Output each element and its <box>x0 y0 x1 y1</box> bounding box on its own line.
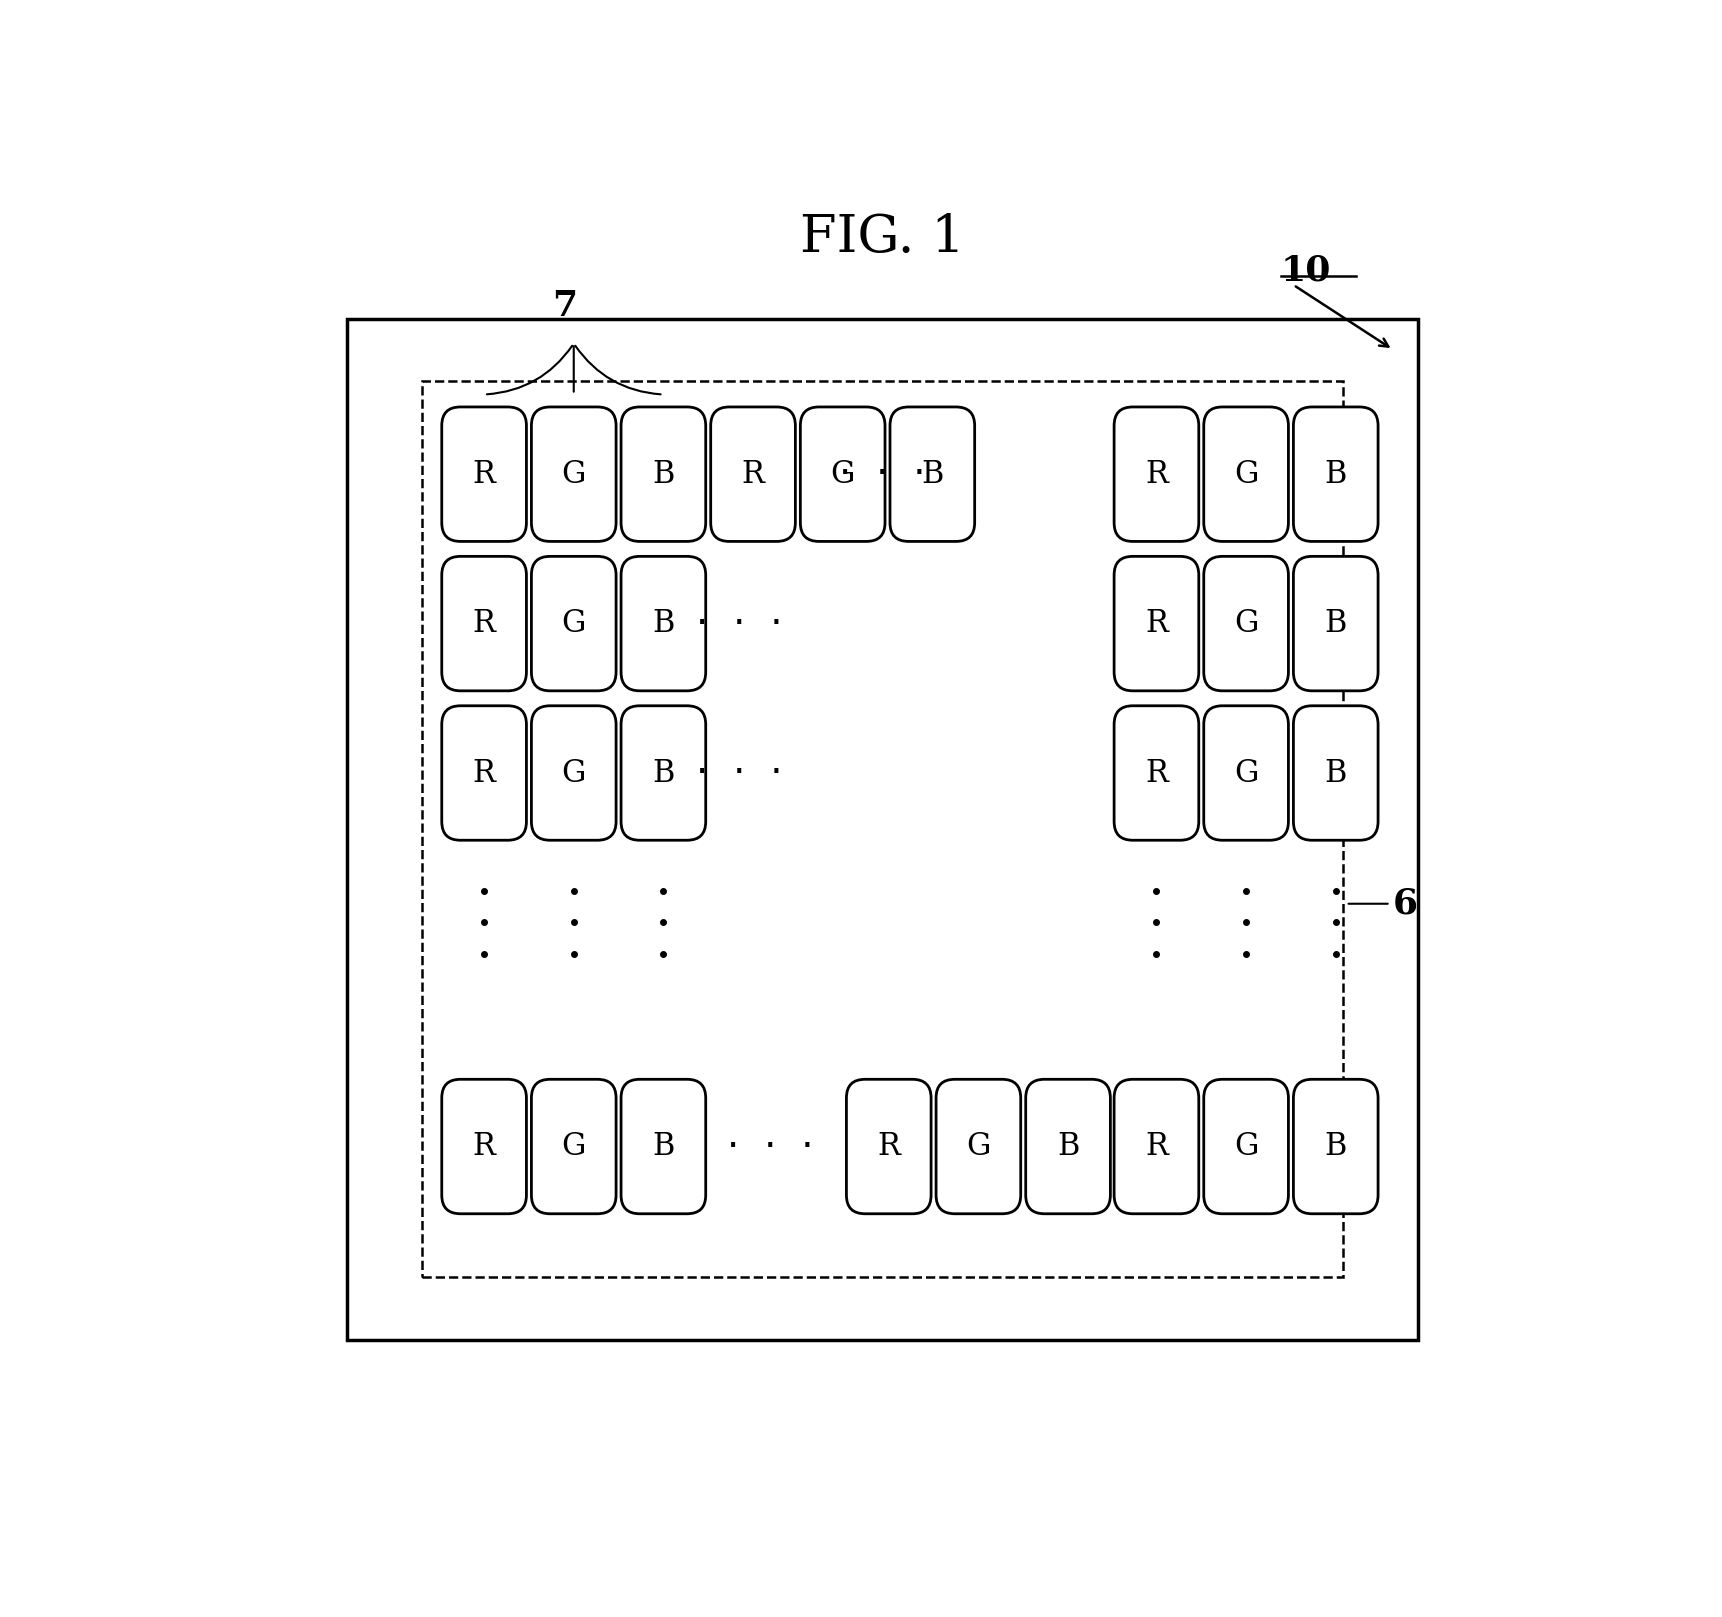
Text: G: G <box>966 1130 990 1163</box>
Text: R: R <box>472 608 496 639</box>
FancyBboxPatch shape <box>622 1079 706 1214</box>
Text: R: R <box>1145 459 1168 490</box>
FancyBboxPatch shape <box>801 407 885 542</box>
FancyBboxPatch shape <box>532 1079 616 1214</box>
FancyBboxPatch shape <box>1293 705 1378 841</box>
FancyBboxPatch shape <box>847 1079 932 1214</box>
Text: B: B <box>653 757 675 789</box>
FancyBboxPatch shape <box>1114 1079 1199 1214</box>
Text: G: G <box>1235 757 1259 789</box>
Text: R: R <box>472 1130 496 1163</box>
Text: R: R <box>472 459 496 490</box>
Text: B: B <box>1324 757 1347 789</box>
FancyBboxPatch shape <box>1114 556 1199 690</box>
FancyBboxPatch shape <box>532 556 616 690</box>
FancyBboxPatch shape <box>1293 407 1378 542</box>
Text: G: G <box>561 459 585 490</box>
FancyBboxPatch shape <box>622 407 706 542</box>
Text: G: G <box>561 1130 585 1163</box>
Text: 10: 10 <box>1281 254 1331 288</box>
Text: R: R <box>1145 608 1168 639</box>
FancyBboxPatch shape <box>1114 705 1199 841</box>
Text: B: B <box>1324 459 1347 490</box>
Text: B: B <box>1324 608 1347 639</box>
Text: G: G <box>830 459 854 490</box>
Text: ·  ·  ·: · · · <box>839 454 926 493</box>
Text: G: G <box>561 757 585 789</box>
FancyBboxPatch shape <box>1204 1079 1288 1214</box>
FancyBboxPatch shape <box>1293 556 1378 690</box>
FancyBboxPatch shape <box>1293 1079 1378 1214</box>
Text: B: B <box>653 1130 675 1163</box>
FancyBboxPatch shape <box>622 556 706 690</box>
FancyBboxPatch shape <box>1114 407 1199 542</box>
Text: B: B <box>653 459 675 490</box>
FancyBboxPatch shape <box>1026 1079 1111 1214</box>
Text: ·  ·  ·: · · · <box>727 1127 815 1166</box>
FancyBboxPatch shape <box>1204 556 1288 690</box>
Text: B: B <box>921 459 944 490</box>
FancyBboxPatch shape <box>532 705 616 841</box>
FancyBboxPatch shape <box>622 705 706 841</box>
FancyBboxPatch shape <box>890 407 975 542</box>
Text: G: G <box>1235 459 1259 490</box>
FancyBboxPatch shape <box>1204 407 1288 542</box>
Text: G: G <box>1235 1130 1259 1163</box>
Text: G: G <box>1235 608 1259 639</box>
FancyBboxPatch shape <box>443 1079 527 1214</box>
FancyBboxPatch shape <box>1204 705 1288 841</box>
Text: B: B <box>653 608 675 639</box>
Text: G: G <box>561 608 585 639</box>
FancyBboxPatch shape <box>532 407 616 542</box>
Text: R: R <box>876 1130 901 1163</box>
Text: R: R <box>1145 757 1168 789</box>
Text: 7: 7 <box>553 289 577 323</box>
Text: 6: 6 <box>1393 886 1419 920</box>
Text: B: B <box>1057 1130 1080 1163</box>
FancyBboxPatch shape <box>937 1079 1021 1214</box>
Text: R: R <box>1145 1130 1168 1163</box>
Text: FIG. 1: FIG. 1 <box>801 212 964 264</box>
FancyBboxPatch shape <box>348 319 1417 1339</box>
Text: ·  ·  ·: · · · <box>696 605 784 642</box>
FancyBboxPatch shape <box>443 556 527 690</box>
Text: R: R <box>472 757 496 789</box>
Text: R: R <box>742 459 765 490</box>
FancyBboxPatch shape <box>443 705 527 841</box>
Text: ·  ·  ·: · · · <box>696 754 784 792</box>
Text: B: B <box>1324 1130 1347 1163</box>
FancyBboxPatch shape <box>711 407 796 542</box>
FancyBboxPatch shape <box>443 407 527 542</box>
